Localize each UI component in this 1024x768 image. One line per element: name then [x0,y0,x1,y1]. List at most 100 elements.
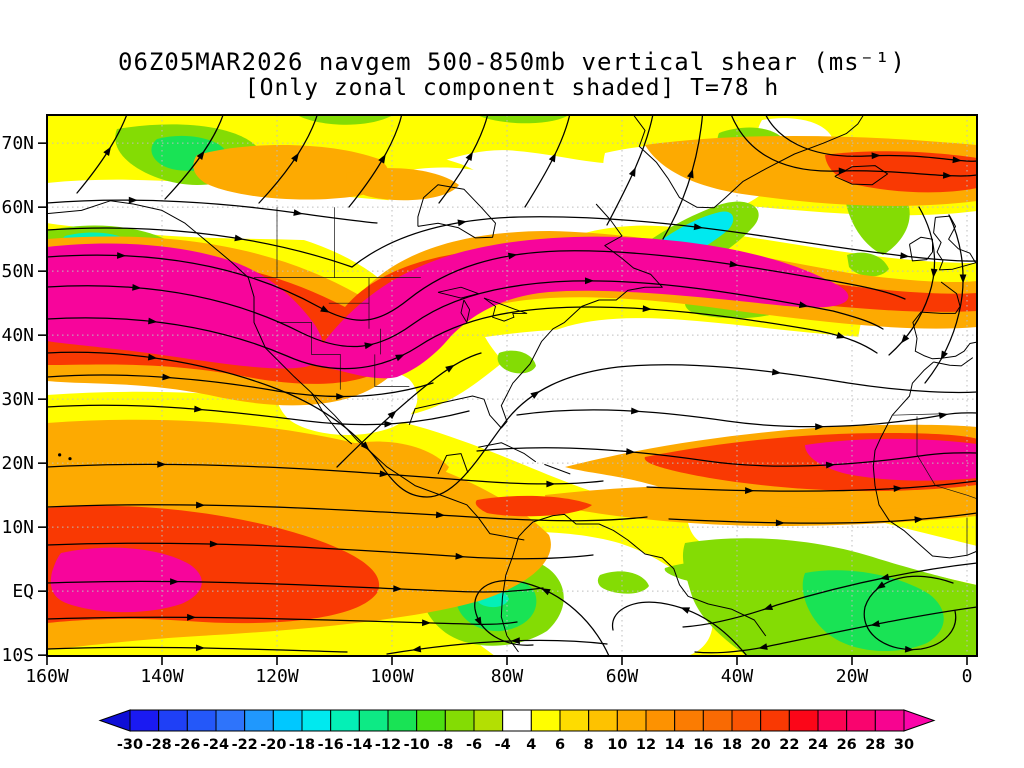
streamline-arrowhead [148,317,158,325]
colorbar-cell [530,709,561,732]
streamline-arrowhead [507,252,518,260]
colorbar-label: 28 [865,737,885,753]
coastline-path [544,463,571,475]
lon-tick-label: 80W [491,666,524,687]
streamline-arrowhead [103,146,112,156]
lake-outline [483,297,528,322]
colorbar-cell [215,709,246,732]
streamline-arrowhead [395,354,405,362]
streamline-arrowhead [132,284,142,291]
streamline-arrowhead [457,219,467,227]
streamline-arrowhead [387,410,397,420]
streamline [47,542,594,560]
colorbar-label: 6 [555,737,565,753]
streamline-arrowhead [758,643,768,650]
streamline-arrowhead [209,540,219,548]
map-frame [46,114,978,657]
lake-outline [460,299,471,324]
coastline-path [47,200,525,541]
streamline-arrowhead [914,516,924,524]
streamline-arrowhead [879,573,890,581]
streamline [47,250,906,321]
colorbar-label: -30 [117,737,143,753]
border-path [892,413,940,416]
colorbar-cell [330,709,360,732]
streamline-arrowhead [474,616,482,627]
streamline-arrowhead [379,470,389,478]
streamline [924,214,964,384]
colorbar-label: 20 [751,737,771,753]
colorbar-cell [846,709,876,732]
colorbar-label: -6 [466,737,482,753]
colorbar-cell [874,709,905,732]
streamline-arrowhead [642,305,652,313]
streamline-arrowhead [693,223,704,231]
colorbar-cell [502,709,532,732]
colorbar-cell [760,709,790,732]
chart-subtitle: [Only zonal component shaded] T=78 h [244,75,780,101]
colorbar-cell [473,709,504,732]
colorbar-label: -22 [232,737,258,753]
streamline-arrowhead [320,305,330,313]
colorbar-cell [387,709,418,732]
colorbar-label: 24 [808,737,828,753]
chart-title: 06Z05MAR2026 navgem 500-850mb vertical s… [118,48,906,76]
lon-tick-label: 160W [25,666,69,687]
colorbar-cell [731,709,762,732]
shaded-region-green-top-b [477,115,569,124]
streamline-arrowhead [360,441,370,451]
lon-tick-label: 20W [836,666,869,687]
streamline-arrowhead [170,578,180,585]
streamline-arrowhead [904,645,915,653]
graticule [47,115,977,656]
colorbar-label: -8 [437,737,453,753]
colorbar-label: 8 [584,737,594,753]
streamline-arrowhead [940,350,948,361]
colorbar-cell [616,709,647,732]
coastline-path [633,115,864,209]
streamline-arrowhead [631,407,641,415]
colorbar-label: -16 [318,737,344,753]
streamline-arrowhead [530,391,540,399]
streamline [863,575,957,651]
streamline-arrowhead [196,150,205,160]
colorbar-label: -4 [495,737,511,753]
streamline-arrowhead [798,301,809,309]
colorbar-cell [559,709,590,732]
streamline-arrowhead [680,607,691,614]
colorbar-cell [645,709,676,732]
shaded-region-green-guinea-core [802,570,944,652]
streamline-arrowhead [187,613,197,621]
lat-axis: 70N 60N 50N 40N 30N 20N 10N EQ 10S [1,133,47,666]
shaded-region-magenta-ne-pacific [47,243,324,369]
colorbar-cell [702,709,733,732]
colorbar-label: 16 [693,737,713,753]
shaded-region-white-europe [857,303,977,419]
streamline [336,352,482,468]
streamline [47,306,878,370]
streamline-arrowhead [435,511,446,519]
streamline-arrowhead [234,234,244,242]
streamline [474,579,610,656]
lon-tick-label: 0 [962,666,973,687]
streamline-arrowhead [291,152,299,163]
colorbar-label: 18 [722,737,742,753]
streamline-arrowhead [128,196,138,204]
colorbar-label: -26 [174,737,200,753]
streamline-arrowhead [541,588,551,596]
lat-tick-label: 10S [1,645,34,666]
shaded-region-magenta-canada [309,236,849,379]
streamline [47,404,470,426]
colorbar-label: -14 [346,737,372,753]
shaded-region-magenta-eq-pacific [50,547,202,613]
streamline-arrowhead [745,487,755,494]
coastline-path [872,361,977,559]
lat-tick-label: 10N [1,517,34,538]
streamline-arrowhead [411,645,422,653]
streamline [668,512,977,524]
streamline-arrowhead [771,368,782,376]
colorbar-label: -10 [404,737,430,753]
lat-tick-label: 70N [1,133,34,154]
colorbar-cell [158,709,188,732]
streamline-arrowhead [942,171,953,179]
